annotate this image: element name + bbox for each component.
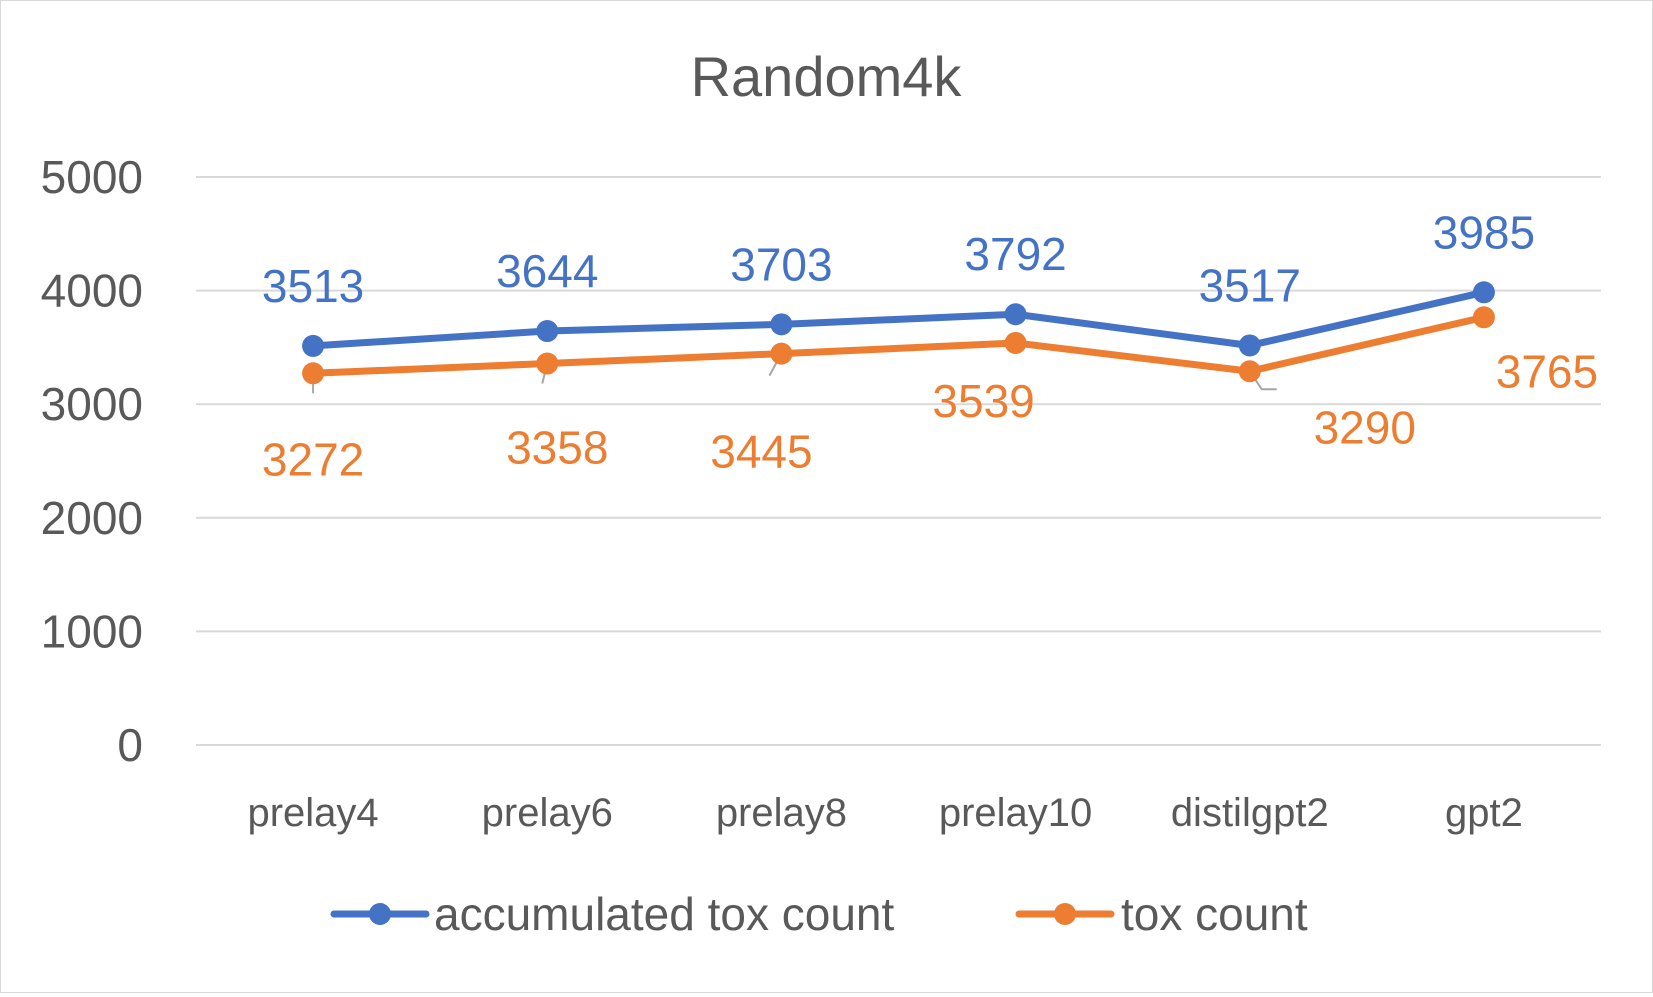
series-line	[309, 288, 1488, 350]
data-point	[770, 342, 793, 365]
y-tick-label: 0	[117, 719, 143, 771]
legend-item: tox count	[1015, 888, 1308, 940]
y-tick-label: 3000	[41, 378, 143, 430]
x-category-label: prelay8	[716, 791, 847, 835]
data-label: 3703	[730, 238, 832, 290]
data-point	[1238, 360, 1261, 383]
data-point	[1472, 281, 1495, 304]
data-point	[302, 362, 325, 385]
data-point	[1238, 334, 1261, 357]
data-label: 3792	[964, 228, 1066, 280]
legend: accumulated tox count tox count	[330, 888, 1308, 940]
x-category-label: distilgpt2	[1171, 791, 1329, 835]
data-label: 3272	[262, 433, 364, 485]
data-point	[1472, 306, 1495, 329]
data-point	[1004, 331, 1027, 354]
chart-title: Random4k	[691, 45, 963, 108]
x-axis-categories: prelay4 prelay6 prelay8 prelay10 distilgpt2 g…	[247, 791, 1522, 835]
data-label: 3985	[1433, 206, 1535, 258]
legend-label: tox count	[1121, 888, 1308, 940]
legend-swatch-marker	[369, 903, 391, 925]
data-label: 3290	[1314, 401, 1416, 453]
data-point	[536, 352, 559, 375]
y-tick-label: 5000	[41, 151, 143, 203]
data-point	[302, 334, 325, 357]
y-tick-label: 1000	[41, 605, 143, 657]
data-label: 3445	[710, 426, 812, 478]
legend-label: accumulated tox count	[434, 888, 894, 940]
series-line	[309, 313, 1488, 377]
legend-item: accumulated tox count	[330, 888, 894, 940]
data-label: 3539	[932, 375, 1034, 427]
x-category-label: gpt2	[1445, 791, 1523, 835]
data-label: 3644	[496, 245, 598, 297]
data-point	[1004, 303, 1027, 326]
data-label: 3765	[1496, 345, 1598, 397]
x-category-label: prelay6	[482, 791, 613, 835]
series-lines	[302, 281, 1495, 385]
data-point	[536, 320, 559, 343]
data-label: 3513	[262, 260, 364, 312]
legend-swatch-marker	[1054, 903, 1076, 925]
x-category-label: prelay10	[939, 791, 1092, 835]
y-axis-ticks: 0 1000 2000 3000 4000 5000	[41, 151, 143, 771]
y-tick-label: 4000	[41, 265, 143, 317]
x-category-label: prelay4	[247, 791, 378, 835]
data-point	[770, 313, 793, 336]
data-labels: 3513 3644 3703 3792 3517 3985 3272 3358 3445 3539…	[262, 206, 1598, 485]
data-label: 3517	[1199, 259, 1301, 311]
gridlines	[196, 176, 1601, 746]
y-tick-label: 2000	[41, 492, 143, 544]
data-label: 3358	[506, 422, 608, 474]
